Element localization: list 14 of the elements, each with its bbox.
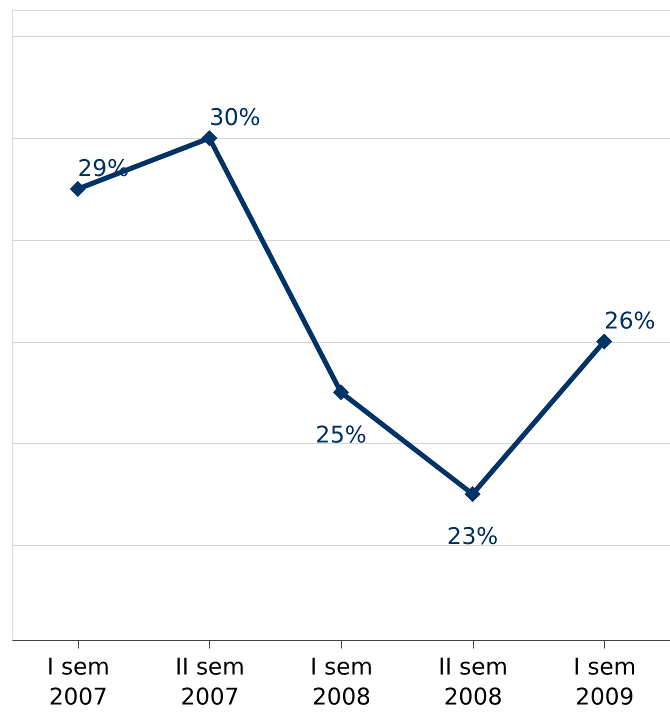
point (464, 486, 481, 502)
x-tick-label: I sem 2008 (310, 654, 373, 710)
data-label: 25% (315, 422, 367, 448)
x-tick-label: I sem 2009 (573, 654, 636, 710)
x-tick-label: II sem 2007 (175, 654, 245, 710)
data-label: 23% (447, 524, 498, 550)
x-tick-label: I sem 2007 (46, 654, 110, 710)
data-label: 30% (209, 105, 261, 132)
point (596, 333, 612, 350)
point (70, 180, 86, 198)
point (332, 384, 350, 400)
data-label: 26% (604, 308, 656, 335)
x-tick-label: II sem 2008 (438, 654, 508, 710)
point (201, 130, 218, 146)
